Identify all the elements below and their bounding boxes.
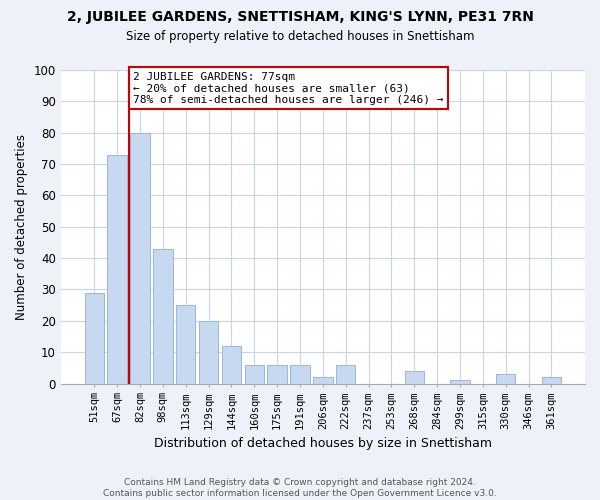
X-axis label: Distribution of detached houses by size in Snettisham: Distribution of detached houses by size … <box>154 437 492 450</box>
Bar <box>336 364 355 384</box>
Bar <box>268 364 287 384</box>
Text: 2, JUBILEE GARDENS, SNETTISHAM, KING'S LYNN, PE31 7RN: 2, JUBILEE GARDENS, SNETTISHAM, KING'S L… <box>67 10 533 24</box>
Bar <box>496 374 515 384</box>
Bar <box>85 292 104 384</box>
Bar <box>153 248 173 384</box>
Text: 2 JUBILEE GARDENS: 77sqm
← 20% of detached houses are smaller (63)
78% of semi-d: 2 JUBILEE GARDENS: 77sqm ← 20% of detach… <box>133 72 443 105</box>
Bar <box>290 364 310 384</box>
Bar <box>107 154 127 384</box>
Bar <box>450 380 470 384</box>
Bar <box>245 364 264 384</box>
Bar <box>130 132 149 384</box>
Bar <box>404 371 424 384</box>
Bar <box>176 305 196 384</box>
Bar <box>542 378 561 384</box>
Text: Contains HM Land Registry data © Crown copyright and database right 2024.
Contai: Contains HM Land Registry data © Crown c… <box>103 478 497 498</box>
Text: Size of property relative to detached houses in Snettisham: Size of property relative to detached ho… <box>126 30 474 43</box>
Bar <box>313 378 332 384</box>
Y-axis label: Number of detached properties: Number of detached properties <box>15 134 28 320</box>
Bar <box>221 346 241 384</box>
Bar <box>199 321 218 384</box>
